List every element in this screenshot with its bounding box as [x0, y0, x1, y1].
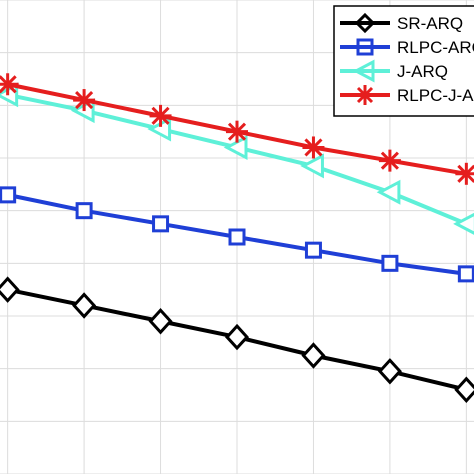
data-point-sr-arq [224, 323, 250, 351]
data-point-rlpc-arq [304, 241, 322, 259]
legend-item-j-arq: J-ARQ [340, 59, 448, 83]
series-group [0, 73, 474, 403]
data-point-j-arq [376, 179, 401, 205]
data-point-rlpc-arq [75, 202, 93, 220]
data-point-sr-arq [72, 292, 97, 319]
data-point-rlpc-arq [152, 215, 170, 233]
data-point-sr-arq [377, 358, 402, 385]
data-point-rlpc-arq [228, 228, 246, 246]
legend-label-rlpc-arq: RLPC-ARQ [397, 38, 474, 57]
triangle-left-marker-icon [352, 59, 375, 83]
data-point-rlpc-j-arq [73, 89, 96, 112]
series-rlpc-j-arq [0, 73, 474, 185]
asterisk-marker-icon [355, 85, 375, 105]
data-point-sr-arq [454, 376, 474, 403]
data-point-rlpc-j-arq [302, 136, 325, 159]
data-point-sr-arq [0, 276, 20, 303]
data-point-rlpc-j-arq [455, 162, 474, 185]
legend-item-sr-arq: SR-ARQ [340, 12, 463, 34]
data-point-rlpc-j-arq [226, 120, 248, 143]
legend-item-rlpc-arq: RLPC-ARQ [340, 38, 474, 57]
data-point-j-arq [300, 153, 324, 179]
data-point-rlpc-j-arq [378, 149, 401, 172]
data-point-rlpc-j-arq [149, 104, 172, 127]
data-point-rlpc-j-arq [0, 73, 19, 96]
legend-label-rlpc-j-arq: RLPC-J-ARQ [397, 86, 474, 105]
data-point-rlpc-arq [381, 254, 399, 272]
data-point-sr-arq [148, 308, 173, 335]
legend-label-sr-arq: SR-ARQ [397, 14, 463, 33]
legend: SR-ARQ RLPC-ARQ J-ARQ RLPC-J-ARQ [333, 5, 474, 117]
data-point-rlpc-arq [0, 186, 17, 204]
legend-item-rlpc-j-arq: RLPC-J-ARQ [340, 85, 474, 105]
data-point-sr-arq [301, 342, 326, 369]
data-point-rlpc-arq [457, 265, 474, 283]
series-rlpc-arq [0, 186, 474, 283]
diamond-marker-icon [354, 12, 376, 34]
series-sr-arq [0, 276, 474, 403]
square-marker-icon [356, 38, 374, 56]
data-point-j-arq [453, 212, 474, 235]
legend-label-j-arq: J-ARQ [397, 62, 448, 81]
